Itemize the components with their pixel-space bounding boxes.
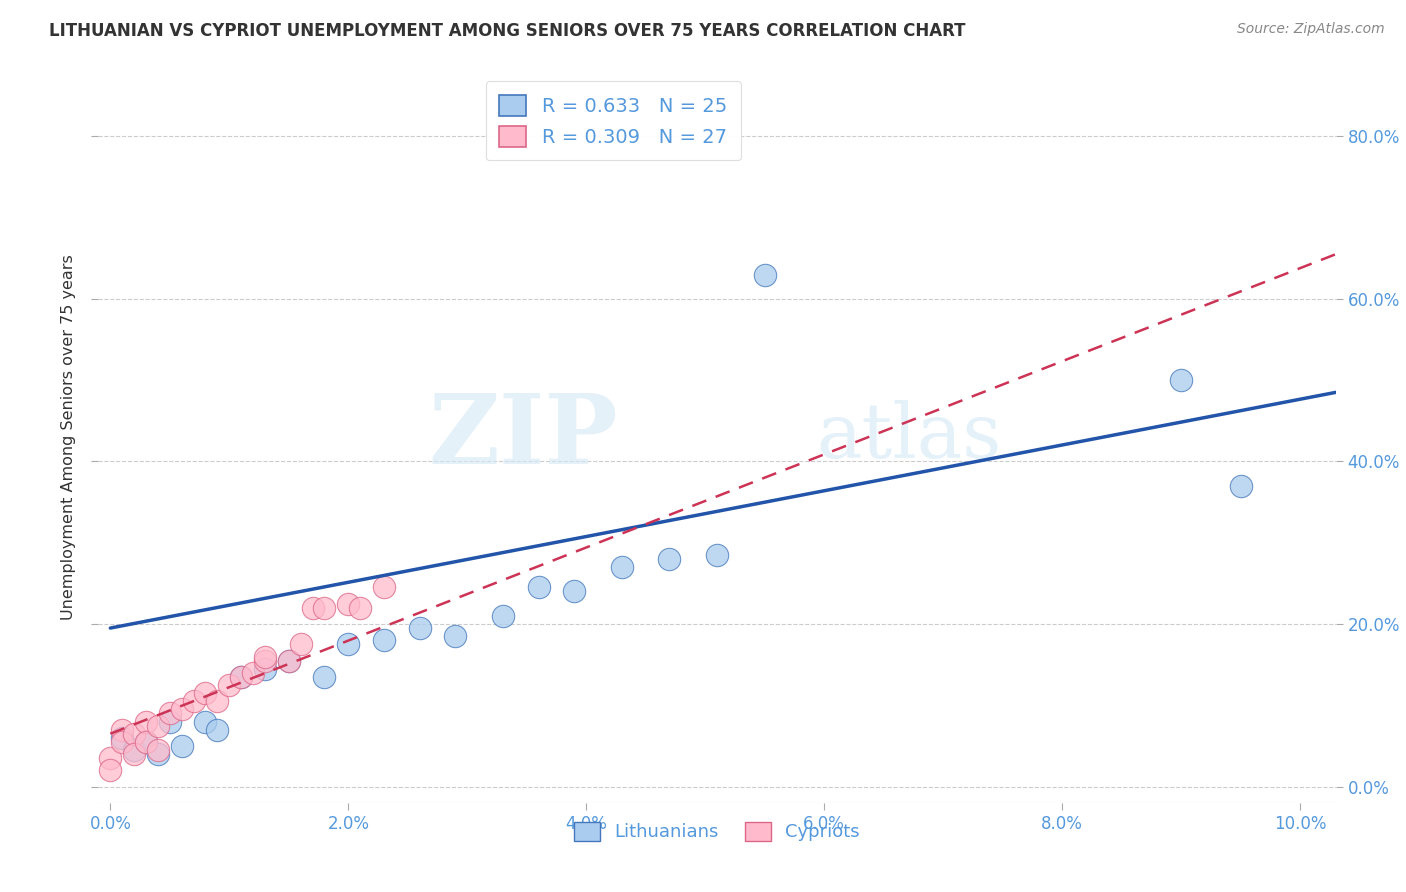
Point <box>218 678 240 692</box>
Point <box>408 621 430 635</box>
Text: Source: ZipAtlas.com: Source: ZipAtlas.com <box>1237 22 1385 37</box>
Point <box>253 662 276 676</box>
Point <box>373 581 395 595</box>
Point <box>231 670 253 684</box>
Point <box>754 268 776 282</box>
Point <box>135 735 157 749</box>
Point <box>98 764 121 778</box>
Point <box>98 751 121 765</box>
Point <box>277 654 299 668</box>
Point <box>122 747 145 761</box>
Point <box>337 597 360 611</box>
Point <box>610 560 633 574</box>
Point <box>111 735 134 749</box>
Point <box>301 600 323 615</box>
Text: ZIP: ZIP <box>429 390 619 484</box>
Point <box>253 649 276 664</box>
Point <box>337 637 360 651</box>
Point <box>231 670 253 684</box>
Point <box>1229 479 1251 493</box>
Point <box>314 670 336 684</box>
Point <box>527 581 550 595</box>
Point <box>135 714 157 729</box>
Point <box>135 735 157 749</box>
Point <box>207 723 229 737</box>
Point <box>170 739 193 753</box>
Point <box>290 637 312 651</box>
Legend: Lithuanians, Cypriots: Lithuanians, Cypriots <box>567 814 868 848</box>
Point <box>146 747 169 761</box>
Point <box>159 714 181 729</box>
Point <box>253 654 276 668</box>
Y-axis label: Unemployment Among Seniors over 75 years: Unemployment Among Seniors over 75 years <box>60 254 76 620</box>
Point <box>658 552 681 566</box>
Text: atlas: atlas <box>815 401 1001 474</box>
Point <box>242 665 264 680</box>
Point <box>111 723 134 737</box>
Point <box>444 629 467 643</box>
Point <box>1170 373 1192 387</box>
Point <box>146 718 169 732</box>
Point <box>277 654 299 668</box>
Point <box>706 548 728 562</box>
Point <box>183 694 205 708</box>
Point <box>373 633 395 648</box>
Point <box>492 608 515 623</box>
Point <box>207 694 229 708</box>
Point <box>194 714 217 729</box>
Point <box>314 600 336 615</box>
Point <box>349 600 371 615</box>
Text: LITHUANIAN VS CYPRIOT UNEMPLOYMENT AMONG SENIORS OVER 75 YEARS CORRELATION CHART: LITHUANIAN VS CYPRIOT UNEMPLOYMENT AMONG… <box>49 22 966 40</box>
Point <box>146 743 169 757</box>
Point <box>562 584 585 599</box>
Point <box>159 706 181 721</box>
Point <box>122 727 145 741</box>
Point <box>170 702 193 716</box>
Point <box>122 743 145 757</box>
Point <box>194 686 217 700</box>
Point <box>111 731 134 745</box>
